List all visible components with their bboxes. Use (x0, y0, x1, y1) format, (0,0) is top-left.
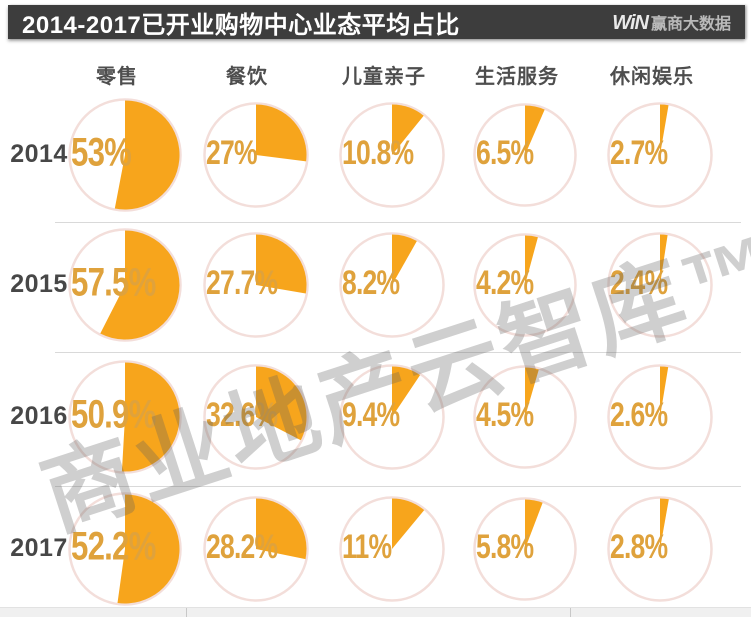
column-header-1: 餐饮 (226, 66, 268, 88)
pie-value-2016-c1: 32.6% (206, 395, 278, 434)
row-separator (55, 222, 741, 223)
pie-chart-2016-c4 (607, 364, 713, 470)
pie-value-2014-c3: 6.5% (476, 133, 534, 172)
pie-slice (525, 235, 538, 285)
year-label-2014: 2014 (10, 140, 68, 168)
row-separator (55, 486, 741, 487)
pie-slice (392, 366, 421, 417)
pie-chart-2017-c4 (607, 496, 713, 602)
pie-slice (392, 104, 424, 155)
pie-slice (660, 498, 669, 549)
pie-slice (256, 104, 307, 162)
year-label-2015: 2015 (10, 270, 68, 298)
pie-slice (114, 100, 180, 210)
year-label-2017: 2017 (10, 534, 68, 562)
pie-value-2014-c0: 53% (71, 130, 132, 175)
pie-chart-2016-c3 (473, 365, 577, 469)
pie-chart-2015-c2 (339, 232, 445, 338)
pie-slice (100, 230, 180, 340)
logo-brand-text: 赢商大数据 (650, 15, 731, 33)
pie-slice (660, 366, 669, 417)
column-header-4: 休闲娱乐 (610, 66, 694, 88)
pie-slice (525, 499, 543, 549)
pie-slice (525, 367, 539, 417)
pie-chart-2014-c3 (473, 103, 577, 207)
pie-value-2014-c1: 27% (206, 133, 258, 172)
pie-value-2014-c4: 2.7% (610, 133, 668, 172)
pie-value-2016-c2: 9.4% (342, 395, 400, 434)
pie-value-2015-c4: 2.4% (610, 263, 668, 302)
bottom-strip (0, 607, 751, 617)
pie-chart-2015-c0 (68, 228, 182, 342)
pie-value-2017-c4: 2.8% (610, 527, 668, 566)
pie-value-2015-c0: 57.5% (71, 260, 156, 305)
pie-slice (117, 494, 180, 604)
pie-slice (256, 234, 307, 294)
pie-slice (256, 498, 307, 560)
pie-chart-2015-c4 (607, 232, 713, 338)
pie-slice (660, 104, 669, 155)
column-header-3: 生活服务 (475, 66, 559, 88)
pie-chart-2014-c1 (203, 102, 309, 208)
pie-value-2016-c0: 50.9% (71, 392, 156, 437)
pie-chart-2017-c0 (68, 492, 182, 606)
pie-value-2016-c3: 4.5% (476, 395, 534, 434)
pie-slice (121, 362, 180, 472)
year-label-2016: 2016 (10, 402, 68, 430)
pie-chart-2016-c1 (203, 364, 309, 470)
pie-slice (525, 105, 545, 155)
pie-value-2015-c1: 27.7% (206, 263, 278, 302)
page-title: 2014-2017已开业购物中心业态平均占比 (22, 11, 460, 39)
row-separator (55, 352, 741, 353)
title-banner: 2014-2017已开业购物中心业态平均占比 WiN 赢商大数据 (8, 5, 745, 39)
pie-chart-2014-c4 (607, 102, 713, 208)
pie-chart-2014-c0 (68, 98, 182, 212)
pie-value-2015-c3: 4.2% (476, 263, 534, 302)
pie-value-2017-c0: 52.2% (71, 524, 156, 569)
pie-chart-2017-c1 (203, 496, 309, 602)
pie-slice (392, 234, 417, 285)
pie-chart-2014-c2 (339, 102, 445, 208)
pie-slice (256, 366, 307, 441)
pie-chart-2015-c3 (473, 233, 577, 337)
pie-value-2017-c1: 28.2% (206, 527, 278, 566)
pie-chart-2017-c3 (473, 497, 577, 601)
column-header-0: 零售 (96, 66, 138, 88)
pie-chart-2017-c2 (339, 496, 445, 602)
pie-value-2017-c2: 11% (342, 527, 392, 566)
win-logo-icon: WiN (612, 11, 649, 34)
pie-value-2015-c2: 8.2% (342, 263, 400, 302)
pie-slice (392, 498, 425, 549)
pie-slice (660, 234, 668, 285)
pie-chart-2015-c1 (203, 232, 309, 338)
bottom-tick (570, 608, 571, 617)
pie-value-2017-c3: 5.8% (476, 527, 534, 566)
pie-value-2016-c4: 2.6% (610, 395, 668, 434)
pie-value-2014-c2: 10.8% (342, 133, 414, 172)
column-header-2: 儿童亲子 (342, 66, 426, 88)
pie-chart-2016-c0 (68, 360, 182, 474)
winshang-logo: WiN 赢商大数据 (612, 10, 731, 35)
bottom-tick (186, 608, 187, 617)
pie-chart-2016-c2 (339, 364, 445, 470)
